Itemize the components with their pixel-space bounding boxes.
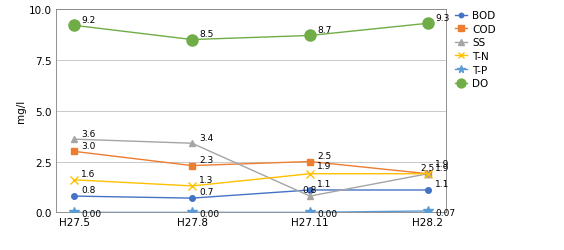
Text: 3.4: 3.4 — [199, 133, 213, 142]
DO — [70, 25, 77, 28]
SS — [307, 195, 314, 198]
BOD — [188, 197, 195, 200]
Text: 1.1: 1.1 — [435, 180, 450, 188]
Line: DO: DO — [69, 19, 433, 46]
COD — [188, 164, 195, 168]
T-P — [188, 211, 195, 214]
SS — [188, 142, 195, 145]
COD — [70, 150, 77, 153]
Legend: BOD, COD, SS, T-N, T-P, DO: BOD, COD, SS, T-N, T-P, DO — [455, 11, 496, 89]
Text: 1.9: 1.9 — [435, 160, 450, 168]
COD — [425, 172, 431, 176]
COD — [307, 160, 314, 164]
Text: 8.5: 8.5 — [199, 30, 213, 39]
SS — [70, 138, 77, 141]
Text: 9.3: 9.3 — [435, 14, 450, 22]
Text: 2.5: 2.5 — [317, 151, 331, 160]
Line: T-P: T-P — [69, 206, 433, 217]
Text: 1.9: 1.9 — [435, 164, 450, 172]
DO — [307, 35, 314, 38]
Line: COD: COD — [70, 148, 431, 178]
Text: 0.7: 0.7 — [199, 188, 213, 197]
Text: 0.07: 0.07 — [435, 208, 455, 217]
Text: 0.00: 0.00 — [199, 209, 219, 218]
Text: 2.5: 2.5 — [421, 164, 435, 172]
T-N — [425, 172, 431, 176]
T-P — [70, 211, 77, 214]
BOD — [307, 189, 314, 192]
Text: 9.2: 9.2 — [81, 16, 95, 24]
Text: 3.6: 3.6 — [81, 129, 95, 138]
T-P — [307, 211, 314, 214]
T-N — [188, 185, 195, 188]
DO — [425, 23, 431, 26]
Text: 3.0: 3.0 — [81, 141, 95, 150]
Text: 0.00: 0.00 — [81, 209, 102, 218]
Y-axis label: mg/l: mg/l — [16, 100, 26, 123]
BOD — [70, 195, 77, 198]
Text: 2.3: 2.3 — [199, 155, 213, 164]
Text: 8.7: 8.7 — [317, 26, 332, 35]
T-N — [70, 178, 77, 182]
BOD — [425, 189, 431, 192]
T-P — [425, 210, 431, 212]
Line: BOD: BOD — [71, 188, 431, 201]
SS — [425, 172, 431, 176]
Text: 1.3: 1.3 — [199, 176, 213, 184]
Text: 0.8: 0.8 — [303, 186, 317, 195]
Text: 0.8: 0.8 — [81, 186, 95, 195]
Text: 0.00: 0.00 — [317, 209, 337, 218]
Line: SS: SS — [70, 136, 431, 200]
DO — [188, 39, 195, 42]
Text: 1.9: 1.9 — [317, 162, 332, 170]
Text: 1.6: 1.6 — [81, 170, 95, 178]
Line: T-N: T-N — [70, 170, 432, 190]
T-N — [307, 172, 314, 176]
Text: 1.1: 1.1 — [317, 180, 332, 188]
